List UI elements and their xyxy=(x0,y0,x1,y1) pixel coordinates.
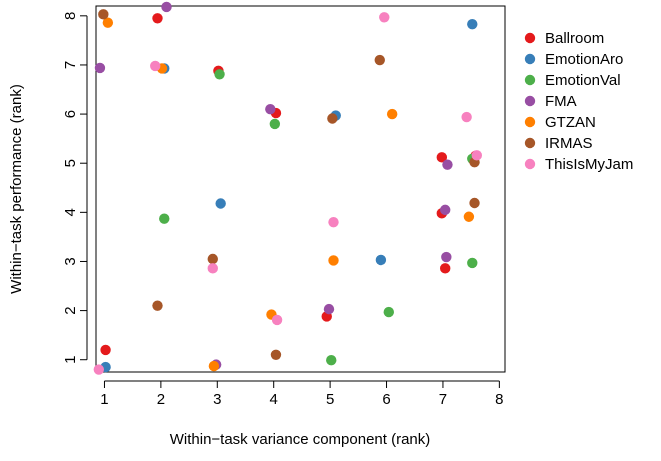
x-tick-label: 4 xyxy=(270,391,278,408)
point-emotionval xyxy=(383,306,394,318)
point-ballroom xyxy=(436,152,448,163)
legend-marker-emotionaro xyxy=(524,53,536,65)
point-gtzan xyxy=(208,360,220,372)
y-tick-label: 8 xyxy=(62,12,79,20)
y-tick-label: 5 xyxy=(62,159,79,167)
point-irmas xyxy=(98,9,109,20)
x-tick-label: 8 xyxy=(495,391,503,408)
y-axis: 1 2 3 4 5 6 7 8 xyxy=(62,12,88,364)
legend-marker-emotionval xyxy=(524,74,536,86)
point-irmas xyxy=(469,197,480,209)
point-thisismyjam xyxy=(207,263,218,274)
point-emotionval xyxy=(214,69,225,80)
x-tick-label: 5 xyxy=(326,391,334,408)
legend-marker-thisismyjam xyxy=(524,158,536,170)
legend-marker-fma xyxy=(524,95,536,107)
point-irmas xyxy=(327,113,338,124)
legend-marker-gtzan xyxy=(524,116,536,128)
point-irmas xyxy=(207,253,218,265)
legend-label-ballroom: Ballroom xyxy=(545,30,604,47)
point-gtzan xyxy=(386,108,398,120)
point-emotionaro xyxy=(215,198,226,209)
legend-label-fma: FMA xyxy=(545,93,577,110)
y-tick-label: 4 xyxy=(62,208,79,216)
point-irmas xyxy=(270,349,282,361)
y-axis-label: Within−task performance (rank) xyxy=(8,84,25,294)
x-axis: 1 2 3 4 5 6 7 8 xyxy=(100,380,504,408)
point-emotionval xyxy=(269,118,281,130)
plot-frame xyxy=(95,5,506,373)
point-thisismyjam xyxy=(471,150,482,161)
point-irmas xyxy=(374,54,385,66)
legend-label-thisismyjam: ThisIsMyJam xyxy=(545,156,633,173)
point-emotionval xyxy=(326,355,337,366)
y-tick-label: 3 xyxy=(62,257,79,265)
x-tick-label: 3 xyxy=(213,391,221,408)
point-fma xyxy=(440,204,451,216)
point-gtzan xyxy=(463,211,475,222)
legend-marker-irmas xyxy=(524,137,536,149)
legend-label-irmas: IRMAS xyxy=(545,135,593,152)
point-emotionaro xyxy=(467,18,478,30)
point-emotionval xyxy=(467,257,478,269)
legend-label-emotionval: EmotionVal xyxy=(545,72,621,89)
point-irmas xyxy=(152,300,163,311)
point-emotionaro xyxy=(375,254,387,266)
point-fma xyxy=(442,159,453,170)
point-fma xyxy=(441,251,452,263)
x-tick-label: 7 xyxy=(439,391,447,408)
point-fma xyxy=(323,303,335,315)
point-thisismyjam xyxy=(379,12,390,23)
legend-marker-ballroom xyxy=(524,32,536,44)
legend-label-emotionaro: EmotionAro xyxy=(545,51,623,68)
x-tick-label: 6 xyxy=(382,391,390,408)
point-thisismyjam xyxy=(150,60,161,72)
point-ballroom xyxy=(440,263,451,274)
x-tick-label: 1 xyxy=(100,391,108,408)
point-thisismyjam xyxy=(328,216,339,228)
y-tick-label: 2 xyxy=(62,306,79,314)
point-thisismyjam xyxy=(461,111,472,123)
y-tick-label: 1 xyxy=(62,356,79,364)
legend: Ballroom EmotionAro EmotionVal FMA GTZAN IRMA… xyxy=(524,30,633,173)
y-tick-label: 6 xyxy=(62,110,79,118)
point-ballroom xyxy=(100,344,111,356)
legend-label-gtzan: GTZAN xyxy=(545,114,596,131)
point-thisismyjam xyxy=(271,314,283,326)
x-tick-label: 2 xyxy=(157,391,165,408)
x-axis-label: Within−task variance component (rank) xyxy=(170,431,431,448)
point-fma xyxy=(161,1,172,13)
data-points xyxy=(93,1,482,375)
point-fma xyxy=(94,62,106,74)
point-emotionval xyxy=(159,213,170,224)
point-fma xyxy=(265,103,276,115)
point-ballroom xyxy=(152,13,163,24)
point-gtzan xyxy=(102,17,114,28)
point-gtzan xyxy=(328,255,339,266)
point-thisismyjam xyxy=(93,364,105,375)
y-tick-label: 7 xyxy=(62,61,79,69)
